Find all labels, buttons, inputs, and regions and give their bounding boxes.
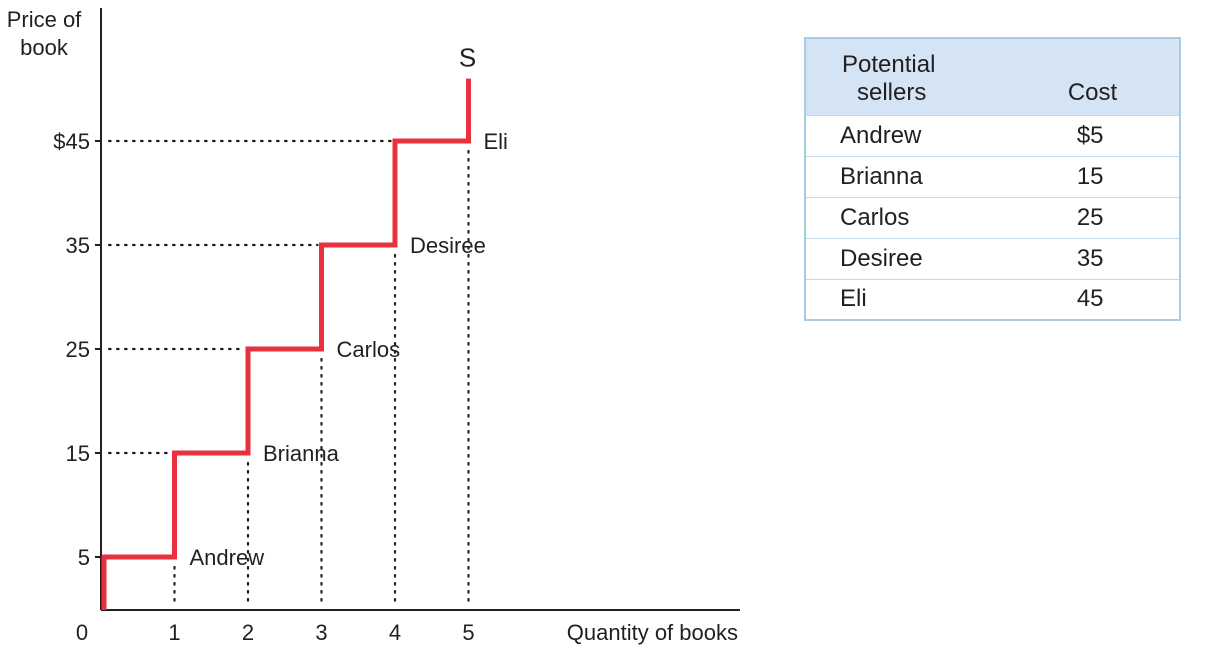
seller-cell: Carlos: [840, 203, 910, 231]
sellers-header-line1: Potential: [842, 50, 936, 78]
table-row: Andrew $5: [805, 115, 1180, 156]
y-axis-label-line1: Price of: [7, 7, 82, 32]
cost-cell: 15: [1076, 162, 1104, 190]
y-tick-label: 25: [66, 337, 90, 362]
seller-cell: Eli: [840, 285, 867, 313]
x-tick-label: 2: [242, 620, 254, 645]
cost-cell: 45: [1076, 285, 1104, 313]
table-row: Desiree 35: [805, 238, 1180, 279]
seller-cell: Andrew: [840, 121, 922, 149]
tick-labels: 0 1 2 3 4 5 5 15 25 35 $45: [53, 129, 474, 645]
seller-point-label: Carlos: [337, 337, 401, 362]
seller-cell: Brianna: [840, 162, 923, 190]
x-tick-label: 3: [315, 620, 327, 645]
x-tick-label: 4: [389, 620, 401, 645]
seller-point-label: Desiree: [410, 233, 486, 258]
x-tick-label: 0: [76, 620, 88, 645]
cost-column-header: Cost: [1067, 78, 1118, 106]
supply-curve-label: S: [459, 43, 476, 73]
sellers-column-header: Potential sellers: [805, 38, 1010, 115]
x-tick-label: 1: [168, 620, 180, 645]
y-tick-label: 5: [78, 545, 90, 570]
seller-labels: Andrew Brianna Carlos Desiree Eli: [190, 129, 508, 570]
cost-cell: 25: [1076, 203, 1104, 231]
x-tick-label: 5: [462, 620, 474, 645]
seller-point-label: Andrew: [190, 545, 265, 570]
cost-cell: $5: [1076, 121, 1104, 149]
seller-cost-table: Potential sellers Cost Andrew $5 Brianna…: [804, 37, 1181, 321]
seller-point-label: Eli: [484, 129, 508, 154]
supply-curve: [101, 78, 471, 610]
x-axis-label: Quantity of books: [567, 620, 738, 645]
supply-chart: 0 1 2 3 4 5 5 15 25 35 $45 Andrew Brianna Carlos Desi…: [7, 7, 740, 645]
y-tick-label: 15: [66, 441, 90, 466]
table-row: Carlos 25: [805, 197, 1180, 238]
y-axis-label-line2: book: [20, 35, 69, 60]
sellers-header-line2: sellers: [857, 78, 927, 106]
y-tick-label: $45: [53, 129, 90, 154]
table-row: Eli 45: [805, 279, 1180, 320]
guide-lines: [95, 139, 470, 608]
cost-cell: 35: [1076, 244, 1104, 272]
table-header-row: Potential sellers Cost: [805, 38, 1180, 115]
seller-point-label: Brianna: [263, 441, 340, 466]
table-row: Brianna 15: [805, 156, 1180, 197]
y-tick-label: 35: [66, 233, 90, 258]
seller-cell: Desiree: [840, 244, 923, 272]
